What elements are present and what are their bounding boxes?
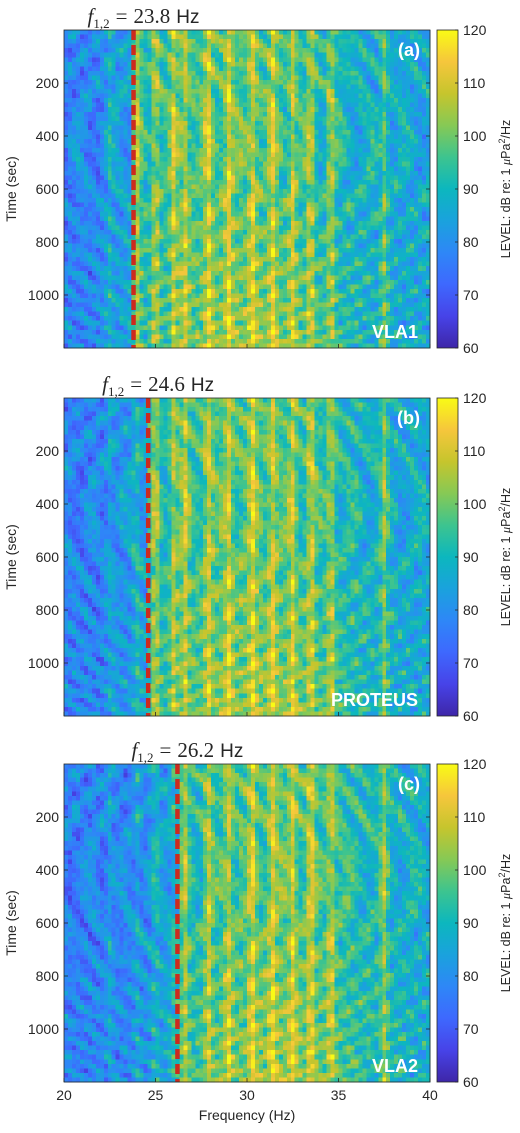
colorbar-tick-label: 90 <box>463 915 479 931</box>
spectrogram-field <box>64 398 431 717</box>
y-axis-label: Time (sec) <box>3 890 19 956</box>
equation-subscript: 1,2 <box>108 384 124 399</box>
y-tick-label: 400 <box>36 496 60 512</box>
colorbar-tick-label: 70 <box>463 287 479 303</box>
equation-value: 26.2 <box>177 738 214 762</box>
y-tick-label: 400 <box>36 862 60 878</box>
colorbar-tick-label: 80 <box>463 602 479 618</box>
equation-unit: Hz <box>220 741 243 762</box>
colorbar-tick-label: 100 <box>463 496 487 512</box>
colorbar-tick-label: 70 <box>463 1021 479 1037</box>
array-label: VLA2 <box>372 1056 418 1076</box>
colorbar-tick-label: 100 <box>463 128 487 144</box>
colorbar-label-prefix: LEVEL: dB re: 1 <box>499 533 513 626</box>
equation-symbol: f <box>131 738 140 762</box>
y-tick-label: 600 <box>36 181 60 197</box>
y-tick-label: 800 <box>36 234 60 250</box>
colorbar-label-prefix: LEVEL: dB re: 1 <box>499 165 513 258</box>
colorbar-label-prefix: LEVEL: dB re: 1 <box>499 899 513 992</box>
marker-equation: f1,2 = 23.8 Hz <box>88 4 200 31</box>
y-axis-label: Time (sec) <box>3 156 19 222</box>
colorbar-tick-label: 80 <box>463 968 479 984</box>
colorbar-tick-label: 60 <box>463 708 479 724</box>
colorbar-tick-label: 80 <box>463 234 479 250</box>
colorbar <box>436 29 459 349</box>
spectrogram-panel: 200 400 600 800 1000 Time (sec) (a) VLA1 f1,2 = 23… <box>3 4 513 356</box>
colorbar-tick-label: 110 <box>463 75 486 91</box>
spectrogram-panel: 200 400 600 800 1000 Time (sec) (b) PROTEUS f1,2… <box>3 372 513 724</box>
y-tick-label: 1000 <box>28 287 59 303</box>
x-tick-label: 40 <box>422 1087 438 1103</box>
colorbar-label-sup: 2 <box>497 139 507 144</box>
colorbar-tick-label: 120 <box>463 756 487 772</box>
equation-symbol: f <box>88 4 97 28</box>
colorbar-label-suffix: /Hz <box>499 120 513 139</box>
equation-subscript: 1,2 <box>93 16 109 31</box>
y-tick-label: 200 <box>36 75 60 91</box>
equation-equals: = <box>130 372 142 396</box>
y-tick-label: 400 <box>36 128 60 144</box>
equation-value: 24.6 <box>148 372 185 396</box>
equation-value: 23.8 <box>133 4 170 28</box>
colorbar <box>436 763 459 1083</box>
y-tick-label: 800 <box>36 602 60 618</box>
colorbar-tick-label: 110 <box>463 809 486 825</box>
equation-unit: Hz <box>176 7 199 28</box>
colorbar-label-suffix: /Hz <box>499 854 513 873</box>
colorbar-tick-label: 90 <box>463 181 479 197</box>
x-tick-label: 20 <box>56 1087 72 1103</box>
colorbar-label-unit: Pa <box>499 511 513 526</box>
colorbar-label-mu: μ <box>499 159 513 166</box>
colorbar-label-sup: 2 <box>497 873 507 878</box>
colorbar-label: LEVEL: dB re: 1 μPa2/Hz <box>497 854 513 992</box>
colorbar-label-mu: μ <box>499 893 513 900</box>
colorbar-tick-label: 90 <box>463 549 479 565</box>
y-tick-label: 600 <box>36 915 60 931</box>
panel-label: (c) <box>398 774 420 794</box>
y-axis-label: Time (sec) <box>3 524 19 590</box>
spectrogram-field <box>64 30 431 349</box>
equation-equals: = <box>116 4 128 28</box>
colorbar-tick-label: 120 <box>463 390 487 406</box>
x-axis-label: Frequency (Hz) <box>199 1107 295 1123</box>
y-tick-label: 1000 <box>28 655 59 671</box>
array-label: VLA1 <box>372 322 418 342</box>
equation-symbol: f <box>102 372 111 396</box>
colorbar-label-suffix: /Hz <box>499 488 513 507</box>
y-tick-label: 1000 <box>28 1021 59 1037</box>
x-tick-label: 30 <box>239 1087 255 1103</box>
spectrogram-panel: 200 400 600 800 1000 20 25 30 35 40 Time (sec) Freq… <box>3 738 513 1123</box>
panel-label: (b) <box>397 408 420 428</box>
y-tick-label: 800 <box>36 968 60 984</box>
colorbar-tick-label: 60 <box>463 340 479 356</box>
colorbar-label: LEVEL: dB re: 1 μPa2/Hz <box>497 120 513 258</box>
x-tick-label: 35 <box>331 1087 347 1103</box>
equation-subscript: 1,2 <box>137 750 153 765</box>
colorbar-tick-label: 110 <box>463 443 486 459</box>
colorbar-tick-label: 100 <box>463 862 487 878</box>
colorbar-tick-label: 60 <box>463 1074 479 1090</box>
colorbar <box>436 397 459 717</box>
colorbar-label-unit: Pa <box>499 143 513 158</box>
colorbar-label: LEVEL: dB re: 1 μPa2/Hz <box>497 488 513 626</box>
marker-equation: f1,2 = 26.2 Hz <box>131 738 243 765</box>
colorbar-label-unit: Pa <box>499 877 513 892</box>
spectrogram-field <box>64 764 431 1083</box>
colorbar-tick-label: 120 <box>463 22 487 38</box>
colorbar-label-mu: μ <box>499 527 513 534</box>
y-tick-label: 200 <box>36 443 60 459</box>
array-label: PROTEUS <box>331 690 418 710</box>
equation-equals: = <box>160 738 172 762</box>
colorbar-label-sup: 2 <box>497 507 507 512</box>
y-tick-label: 200 <box>36 809 60 825</box>
equation-unit: Hz <box>191 375 214 396</box>
x-tick-label: 25 <box>148 1087 164 1103</box>
colorbar-tick-label: 70 <box>463 655 479 671</box>
panel-label: (a) <box>398 40 420 60</box>
marker-equation: f1,2 = 24.6 Hz <box>102 372 214 399</box>
y-tick-label: 600 <box>36 549 60 565</box>
